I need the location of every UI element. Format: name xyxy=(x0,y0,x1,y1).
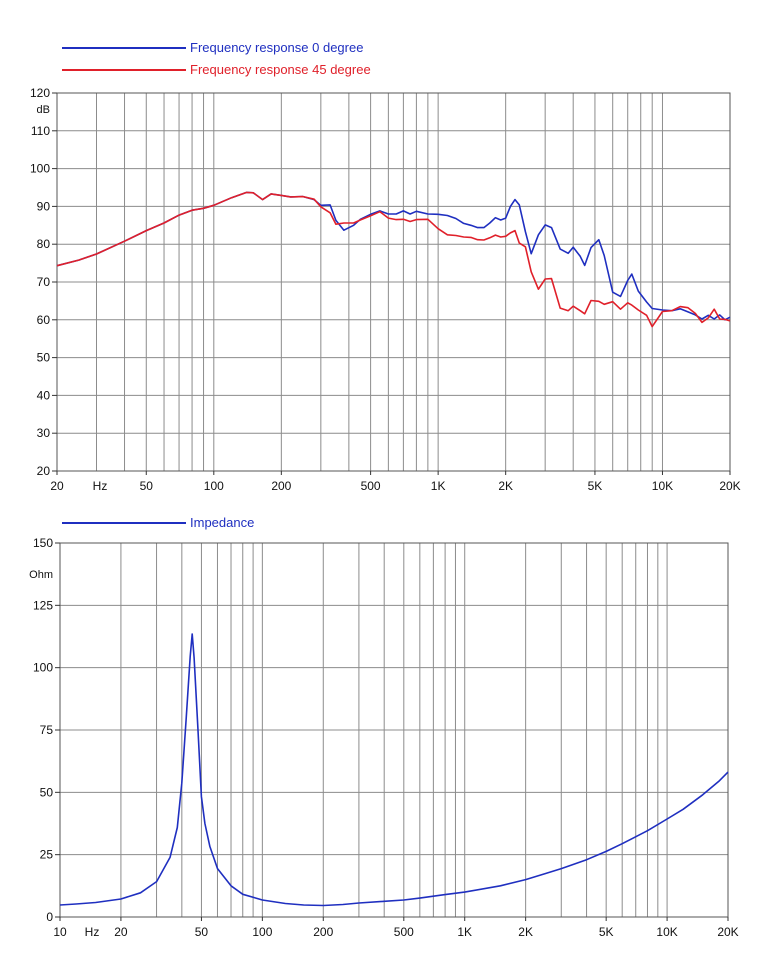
x-tick-label: 500 xyxy=(361,479,381,493)
x-tick-label: 100 xyxy=(204,479,224,493)
x-tick-label: 5K xyxy=(599,925,614,939)
x-tick-label: 200 xyxy=(271,479,291,493)
grid-lines xyxy=(57,93,730,471)
y-tick-label: 100 xyxy=(33,661,53,675)
x-tick-label: 10K xyxy=(652,479,673,493)
x-tick-label: 1K xyxy=(431,479,446,493)
x-tick-label: 100 xyxy=(252,925,272,939)
legend-label-1: Frequency response 45 degree xyxy=(190,62,371,77)
x-tick-label: 50 xyxy=(140,479,154,493)
y-unit-label: Ohm xyxy=(29,569,53,581)
x-tick-label: 5K xyxy=(588,479,603,493)
x-tick-label: 20 xyxy=(114,925,128,939)
x-tick-label: 20 xyxy=(50,479,64,493)
x-tick-label: 20K xyxy=(717,925,738,939)
y-tick-label: 50 xyxy=(40,785,54,799)
x-tick-label: 10K xyxy=(656,925,677,939)
x-tick-label: 500 xyxy=(394,925,414,939)
series-line-0 xyxy=(56,191,731,321)
y-tick-label: 0 xyxy=(46,910,53,924)
x-tick-label: 20K xyxy=(719,479,740,493)
y-unit-label: dB xyxy=(37,104,50,116)
y-tick-label: 30 xyxy=(37,426,51,440)
x-unit-label: Hz xyxy=(93,479,108,493)
y-tick-label: 50 xyxy=(37,351,51,365)
y-tick-label: 100 xyxy=(30,162,50,176)
x-unit-label: Hz xyxy=(85,925,100,939)
legend-label-0: Frequency response 0 degree xyxy=(190,40,363,55)
y-tick-label: 25 xyxy=(40,848,54,862)
y-tick-label: 80 xyxy=(37,237,51,251)
y-tick-label: 90 xyxy=(37,199,51,213)
grid-lines xyxy=(60,543,728,917)
series-line-1 xyxy=(56,191,731,328)
y-tick-label: 75 xyxy=(40,723,54,737)
y-tick-label: 60 xyxy=(37,313,51,327)
y-tick-label: 110 xyxy=(31,124,50,138)
x-tick-label: 1K xyxy=(457,925,472,939)
y-tick-label: 120 xyxy=(30,86,50,100)
chart-frequency-response: 20 30 40 50 60 70 80 90 100 110 120 dB 20 50 100 200 500… xyxy=(30,40,741,493)
legend-label-0: Impedance xyxy=(190,515,254,530)
x-tick-label: 10 xyxy=(53,925,67,939)
chart-impedance: 0 25 50 75 100 125 150 Ohm 10 20 50 100 200 500 1K 2K 5K… xyxy=(29,515,739,939)
x-tick-label: 200 xyxy=(313,925,333,939)
x-tick-label: 2K xyxy=(518,925,533,939)
x-tick-label: 50 xyxy=(195,925,209,939)
y-tick-label: 70 xyxy=(37,275,51,289)
y-tick-label: 150 xyxy=(33,536,53,550)
y-tick-label: 125 xyxy=(33,598,53,612)
y-tick-label: 40 xyxy=(37,388,51,402)
series-line-0 xyxy=(59,633,729,907)
x-tick-label: 2K xyxy=(498,479,513,493)
y-tick-label: 20 xyxy=(37,464,51,478)
